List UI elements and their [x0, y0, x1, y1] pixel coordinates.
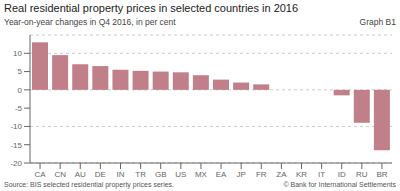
- svg-text:ID: ID: [338, 170, 346, 179]
- svg-text:IN: IN: [117, 170, 125, 179]
- svg-text:CA: CA: [34, 170, 46, 179]
- svg-text:EA: EA: [216, 170, 227, 179]
- svg-text:MX: MX: [195, 170, 208, 179]
- html-text:© Bank for International Settl: © Bank for International Settlements: [283, 181, 396, 188]
- svg-text:-10: -10: [10, 122, 22, 131]
- svg-text:5: 5: [18, 67, 23, 76]
- svg-text:10: 10: [13, 49, 22, 58]
- svg-text:US: US: [175, 170, 186, 179]
- html-text:Real residential property pric: Real residential property prices in sele…: [4, 2, 299, 14]
- svg-text:DE: DE: [95, 170, 106, 179]
- svg-text:KR: KR: [296, 170, 307, 179]
- svg-text:BR: BR: [376, 170, 387, 179]
- html-text:Source: BIS selected residenti: Source: BIS selected residential propert…: [4, 181, 174, 188]
- svg-text:TR: TR: [135, 170, 146, 179]
- svg-text:CN: CN: [54, 170, 66, 179]
- svg-text:JP: JP: [236, 170, 245, 179]
- svg-text:AU: AU: [75, 170, 86, 179]
- html-text:Year-on-year changes in Q4 201: Year-on-year changes in Q4 2016, in per …: [4, 17, 176, 27]
- svg-text:-5: -5: [15, 104, 23, 113]
- svg-text:IT: IT: [318, 170, 325, 179]
- html-text:Graph B1: Graph B1: [359, 17, 396, 27]
- svg-text:ZA: ZA: [276, 170, 287, 179]
- svg-text:-15: -15: [10, 141, 22, 150]
- svg-text:-20: -20: [10, 159, 22, 168]
- svg-text:FR: FR: [256, 170, 267, 179]
- svg-text:RU: RU: [356, 170, 368, 179]
- svg-text:0: 0: [18, 86, 23, 95]
- svg-text:GB: GB: [155, 170, 167, 179]
